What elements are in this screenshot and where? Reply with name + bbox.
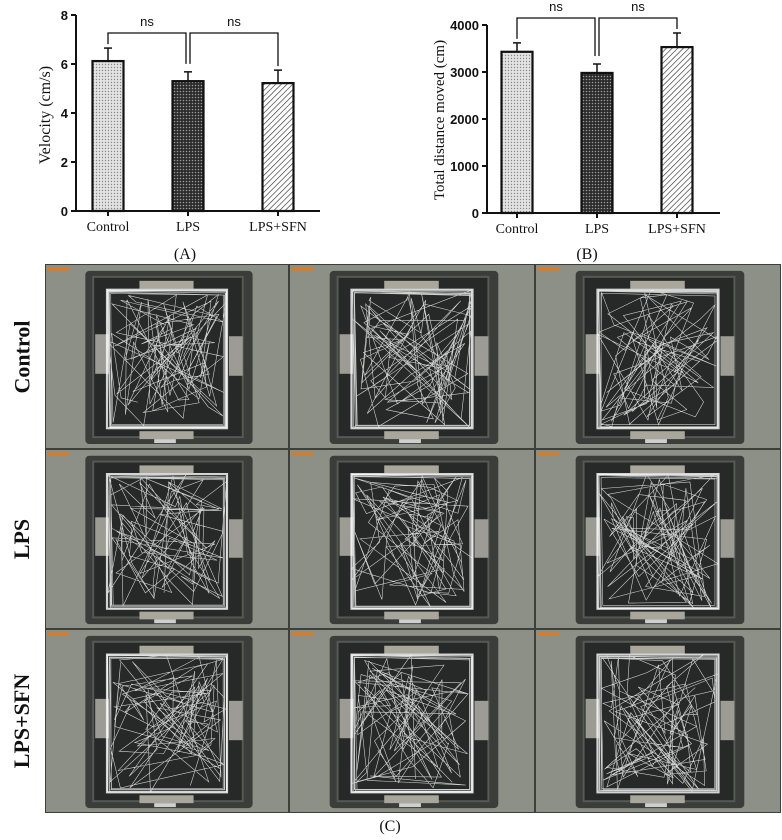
svg-text:4: 4: [61, 106, 69, 121]
movement-track-plot: [290, 265, 534, 448]
svg-text:LPS: LPS: [585, 222, 609, 237]
svg-text:2: 2: [61, 155, 68, 170]
svg-text:6: 6: [61, 57, 68, 72]
movement-track-plot: [46, 265, 288, 448]
row-label-text: Control: [9, 320, 34, 393]
row-label-control: Control: [0, 264, 44, 449]
svg-text:ns: ns: [227, 14, 241, 29]
row-label-lps-sfn: LPS+SFN: [0, 629, 44, 813]
track-image-lps-sfn-1: [45, 629, 289, 813]
row-label-text: LPS+SFN: [9, 673, 35, 769]
movement-track-plot: [536, 265, 780, 448]
track-image-lps-sfn-3: [535, 629, 781, 813]
svg-text:0: 0: [472, 206, 479, 221]
track-image-lps-2: [289, 449, 535, 629]
svg-text:ns: ns: [140, 14, 154, 29]
movement-track-plot: [536, 450, 780, 628]
svg-text:Velocity (cm/s): Velocity (cm/s): [37, 66, 54, 164]
svg-text:LPS+SFN: LPS+SFN: [249, 220, 307, 235]
velocity-chart: 0 2 4 6 8 Velocity (cm/s) Control LPS LPS+SFN ns n…: [20, 0, 320, 245]
svg-text:0: 0: [61, 204, 68, 219]
svg-text:2000: 2000: [450, 112, 479, 127]
movement-track-plot: [536, 630, 780, 812]
svg-text:Control: Control: [496, 222, 539, 237]
svg-text:8: 8: [61, 8, 68, 23]
row-label-text: LPS: [8, 518, 34, 560]
svg-text:Control: Control: [87, 220, 130, 235]
movement-track-plot: [290, 450, 534, 628]
svg-text:4000: 4000: [450, 18, 479, 33]
track-image-grid: [45, 264, 781, 813]
track-image-control-1: [45, 264, 289, 449]
panel-a-label: (A): [173, 246, 197, 263]
svg-text:1000: 1000: [450, 159, 479, 174]
row-label-lps: LPS: [0, 449, 44, 629]
svg-text:Total distance moved (cm): Total distance moved (cm): [432, 40, 448, 200]
svg-text:LPS+SFN: LPS+SFN: [648, 222, 706, 237]
track-image-lps-1: [45, 449, 289, 629]
movement-track-plot: [290, 630, 534, 812]
svg-text:LPS: LPS: [176, 220, 200, 235]
svg-text:ns: ns: [549, 0, 563, 14]
panel-c-label: (C): [379, 818, 401, 835]
track-image-control-2: [289, 264, 535, 449]
svg-text:3000: 3000: [450, 65, 479, 80]
track-image-lps-sfn-2: [289, 629, 535, 813]
track-image-control-3: [535, 264, 781, 449]
velocity-bar-chart: 0 2 4 6 8 Velocity (cm/s) Control LPS LPS+SFN ns n…: [37, 8, 320, 235]
movement-track-plot: [46, 450, 288, 628]
track-image-lps-3: [535, 449, 781, 629]
svg-text:ns: ns: [631, 0, 645, 14]
panel-b-label: (B): [576, 246, 598, 263]
distance-chart: 0 1000 2000 3000 4000 Total distance moved (c…: [420, 0, 720, 245]
movement-track-plot: [46, 630, 288, 812]
